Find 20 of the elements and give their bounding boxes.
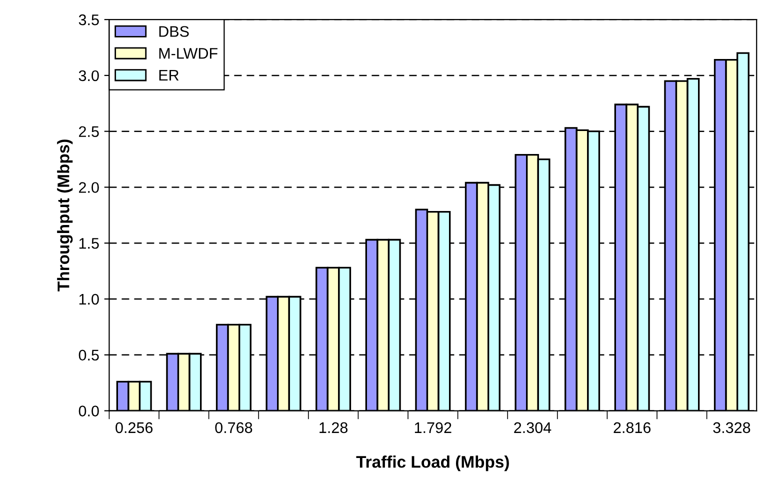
x-tick-label: 2.816 [614,422,651,434]
y-tick-label: 3.5 [78,14,99,26]
y-tick-label: 2.0 [79,182,99,193]
y-tick-label: 3.0 [78,70,99,82]
legend-label: DBS [159,26,189,37]
legend-label: M-LWDF [159,48,218,59]
x-tick-label: 3.328 [713,422,750,434]
x-tick-label: 2.304 [514,422,552,434]
y-tick-label: 2.5 [79,126,99,138]
y-tick-label: 0.0 [78,406,99,416]
y-tick-label: 0.5 [78,350,99,361]
y-tick-label: 1.5 [79,238,99,249]
y-axis-title: Throughput (Mbps) [57,140,73,292]
x-tick-label: 1.28 [320,422,348,434]
x-tick-label: 1.792 [414,422,452,434]
x-tick-label: 0.768 [215,422,252,434]
x-tick-label: 0.256 [116,422,153,434]
x-axis-title: Traffic Load (Mbps) [356,456,509,472]
y-tick-label: 1.0 [79,294,99,305]
legend-label: ER [159,70,179,81]
